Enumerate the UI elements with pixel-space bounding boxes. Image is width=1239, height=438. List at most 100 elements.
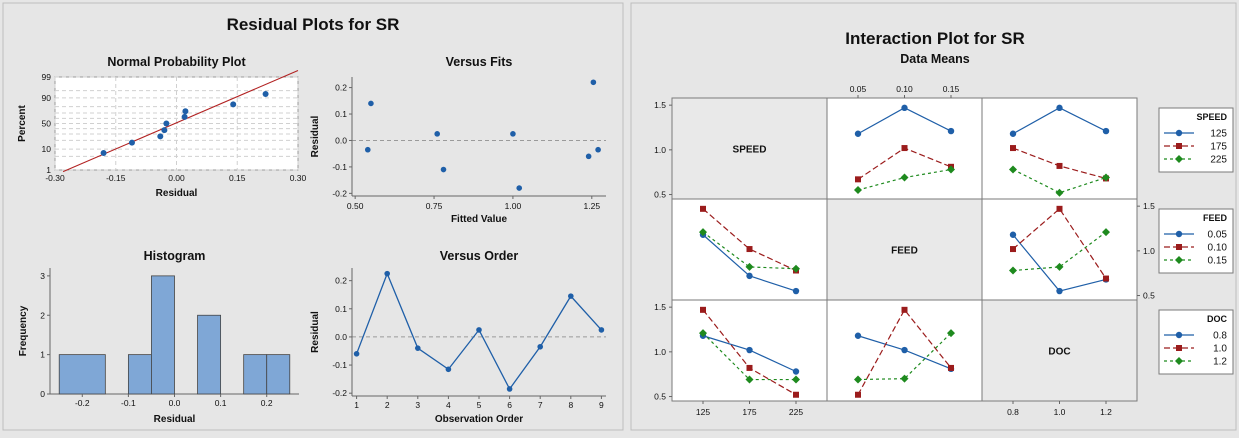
fits-point: [585, 153, 592, 160]
interaction-marker: [792, 375, 800, 384]
histogram-y-label: Frequency: [18, 305, 29, 356]
interaction-series-line: [1012, 231, 1107, 272]
interaction-marker: [792, 368, 800, 375]
histogram-bar: [58, 354, 106, 395]
probability-x-tick: -0.30: [45, 173, 65, 183]
probability-y-label: Percent: [17, 104, 28, 141]
order-x-tick: 8: [568, 400, 573, 410]
interaction-plot-title: Interaction Plot for SR: [845, 29, 1024, 48]
histogram-y-tick: 2: [40, 310, 45, 320]
matrix-x-tick: 0.05: [850, 84, 867, 94]
legend-marker: [1175, 129, 1183, 137]
interaction-marker: [700, 306, 706, 313]
matrix-y-tick: 0.5: [654, 190, 666, 200]
interaction-cell: [982, 199, 1137, 300]
interaction-series-line: [702, 332, 796, 381]
interaction-marker: [900, 173, 909, 182]
interaction-marker: [1056, 287, 1063, 295]
histogram-x-label: Residual: [154, 414, 196, 425]
legend-marker: [1176, 143, 1182, 149]
interaction-marker: [1055, 262, 1064, 271]
order-y-tick: -0.1: [332, 360, 347, 370]
fits-point: [364, 146, 371, 153]
interaction-marker: [854, 332, 862, 339]
legend-box: [1158, 208, 1234, 274]
legend-marker: [1176, 244, 1182, 250]
fits-x-label: Fitted Value: [451, 214, 508, 225]
order-point: [506, 386, 513, 392]
interaction-marker: [901, 346, 908, 354]
interaction-marker: [854, 186, 862, 195]
order-point: [445, 366, 452, 373]
fits-y-label: Residual: [310, 115, 321, 157]
interaction-marker: [901, 104, 908, 112]
interaction-marker: [1102, 127, 1110, 135]
legend-entry: 0.05: [1208, 230, 1228, 241]
order-x-tick: 6: [507, 400, 512, 410]
probability-x-tick: 0.30: [290, 173, 307, 183]
interaction-marker: [1056, 205, 1063, 212]
histogram-bar: [243, 354, 268, 395]
interaction-marker: [947, 165, 955, 174]
matrix-x-tick: 1.2: [1100, 407, 1112, 417]
matrix-y-tick: 1.5: [654, 302, 666, 312]
order-x-tick: 4: [446, 400, 451, 410]
interaction-marker: [854, 375, 862, 384]
order-point: [537, 343, 544, 350]
interaction-marker: [855, 176, 861, 183]
order-y-tick: 0.2: [335, 276, 347, 286]
matrix-x-tick: 1.0: [1054, 407, 1066, 417]
order-x-tick: 9: [599, 400, 604, 410]
fits-point: [510, 131, 516, 137]
legend-marker: [1175, 155, 1183, 163]
probability-point: [163, 120, 170, 127]
interaction-cell: [982, 98, 1137, 199]
legend-entry: 0.15: [1208, 256, 1228, 267]
interaction-marker: [1056, 162, 1063, 169]
fits-point: [434, 131, 440, 137]
diagonal-cell: [827, 199, 982, 300]
matrix-x-tick: 0.10: [896, 84, 913, 94]
fits-point: [368, 100, 374, 107]
matrix-x-tick: 125: [696, 407, 710, 417]
legend-title: DOC: [1207, 314, 1228, 324]
interaction-series-line: [1012, 207, 1107, 279]
probability-point: [262, 91, 269, 98]
legend-entry: 1.0: [1213, 344, 1227, 355]
matrix-y-tick: 0.5: [1143, 291, 1155, 301]
probability-y-tick: 90: [42, 93, 52, 103]
legend-entry: 0.10: [1208, 243, 1228, 254]
interaction-plot-subtitle: Data Means: [900, 52, 970, 66]
probability-x-tick: 0.15: [229, 173, 246, 183]
matrix-x-tick: 0.8: [1007, 407, 1019, 417]
histogram-y-tick: 3: [40, 271, 45, 281]
interaction-marker: [699, 329, 707, 338]
interaction-marker: [1010, 246, 1016, 253]
interaction-series-line: [1012, 168, 1107, 194]
legend-title: FEED: [1203, 213, 1228, 223]
interaction-marker: [1056, 104, 1063, 112]
matrix-y-tick: 1.0: [1143, 246, 1155, 256]
fits-y-tick: -0.2: [332, 188, 347, 198]
order-point: [598, 327, 605, 333]
fits-point: [595, 146, 601, 153]
diagonal-factor-label: SPEED: [733, 145, 767, 156]
interaction-marker: [901, 145, 908, 152]
interaction-marker: [792, 264, 800, 273]
fits-x-tick: 1.00: [505, 201, 522, 211]
histogram-bar: [197, 314, 222, 395]
interaction-marker: [746, 246, 753, 253]
fits-point: [516, 185, 523, 191]
histogram-bar: [127, 354, 152, 395]
fits-x-tick: 0.50: [347, 201, 364, 211]
order-x-label: Observation Order: [435, 414, 523, 425]
fits-y-tick: 0.1: [335, 109, 347, 119]
probability-y-tick: 10: [42, 144, 52, 154]
fits-x-tick: 1.25: [584, 201, 601, 211]
legend-entry: 1.2: [1213, 357, 1227, 368]
interaction-marker: [1010, 145, 1016, 152]
interaction-marker: [1009, 231, 1017, 238]
legend-marker: [1175, 230, 1183, 238]
interaction-marker: [900, 374, 909, 383]
